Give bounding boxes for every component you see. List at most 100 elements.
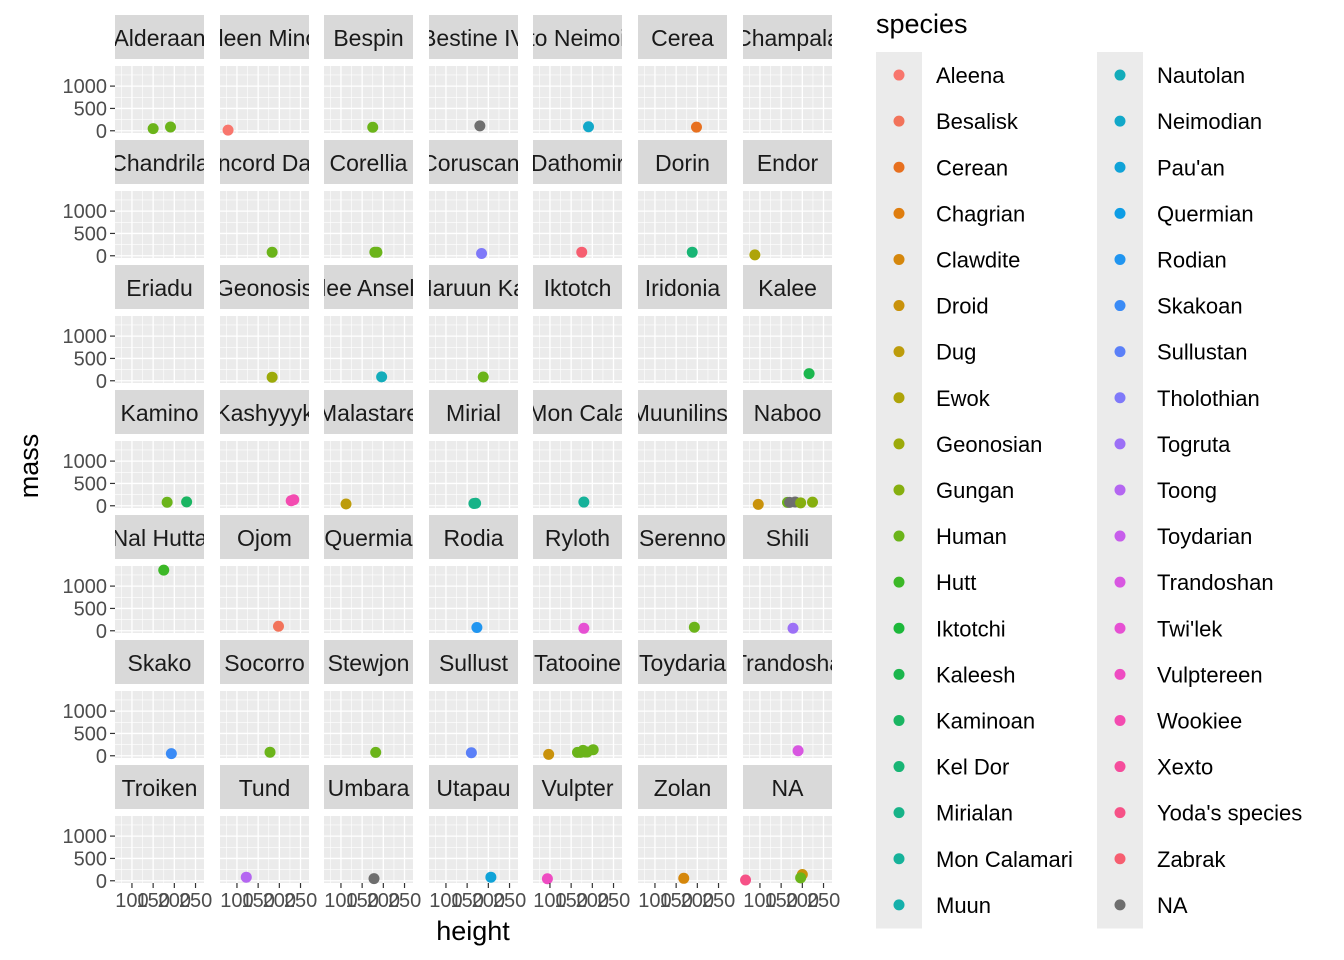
panel-background <box>220 566 309 633</box>
facet-panel: Geonosis <box>220 265 309 383</box>
data-point <box>465 747 477 759</box>
data-point <box>795 497 807 509</box>
legend-swatch <box>893 899 905 911</box>
facet-panel: Shili <box>743 515 832 634</box>
panel-background <box>533 441 622 508</box>
legend-item: Twi'lek <box>1097 605 1223 652</box>
panel-background <box>115 441 204 508</box>
species-legend: species Aleena Besalisk Cerean Chagrian Claw… <box>876 9 1302 929</box>
facet-strip <box>220 265 309 309</box>
data-point <box>165 121 177 133</box>
facet-panel: Naboo <box>743 390 832 510</box>
legend-item: Quermian <box>1097 190 1254 237</box>
legend-swatch <box>1114 300 1126 312</box>
x-tick-label: 150 <box>764 890 797 912</box>
panel-background <box>533 316 622 383</box>
gridlines <box>533 66 622 133</box>
facet-strip <box>324 765 413 809</box>
legend-swatch <box>1114 761 1126 773</box>
legend-label: Human <box>936 524 1007 549</box>
data-point <box>686 246 698 258</box>
legend-swatch <box>1114 576 1126 588</box>
legend-swatch <box>1114 899 1126 911</box>
panel-background <box>429 566 518 633</box>
legend-label: Gungan <box>936 478 1014 503</box>
legend-item: Sullustan <box>1097 328 1248 376</box>
panel-background <box>743 66 832 133</box>
data-point <box>803 368 815 380</box>
panel-background <box>115 691 204 758</box>
facet-label: Muunilinst <box>631 400 735 426</box>
panel-background <box>429 691 518 758</box>
panel-background <box>533 66 622 133</box>
x-axis-title: height <box>436 916 510 946</box>
legend-label: Trandoshan <box>1157 570 1274 595</box>
y-tick-label: 1000 <box>63 326 108 348</box>
legend-item: Toydarian <box>1097 513 1252 560</box>
facet-strip <box>324 640 413 684</box>
legend-label: Sullustan <box>1157 340 1248 365</box>
gridlines <box>429 66 518 133</box>
legend-label: Clawdite <box>936 247 1020 272</box>
x-tick-label: 200 <box>158 890 191 912</box>
gridlines <box>743 691 832 758</box>
y-tick-label: 0 <box>96 621 107 643</box>
y-tick-label: 500 <box>74 473 107 495</box>
facet-strip <box>115 515 204 559</box>
gridlines <box>533 691 622 758</box>
panel-background <box>429 316 518 383</box>
facet-panel: Tund <box>220 765 309 883</box>
legend-item: Kaleesh <box>876 651 1016 698</box>
facet-panel: Quermia <box>324 515 413 633</box>
data-point <box>578 496 590 508</box>
facet-strip <box>115 390 204 434</box>
legend-swatch <box>893 253 905 265</box>
legend-swatch <box>1114 161 1126 173</box>
legend-swatch <box>1114 668 1126 680</box>
x-tick-label: 100 <box>115 890 148 912</box>
facet-strip <box>429 265 518 309</box>
legend-swatch <box>1114 115 1126 127</box>
facet-panel: Stewjon <box>324 640 413 758</box>
facet-panel: Tatooine <box>533 640 622 760</box>
facet-panel: Bespin <box>324 15 413 133</box>
y-tick-label: 1000 <box>63 701 108 723</box>
legend-item: Neimodian <box>1097 98 1262 145</box>
data-point <box>240 871 252 883</box>
facet-label: Troiken <box>122 775 198 801</box>
facet-strip <box>533 515 622 559</box>
panel-background <box>638 316 727 383</box>
legend-swatch <box>893 392 905 404</box>
data-point <box>266 371 278 383</box>
gridlines <box>638 566 727 633</box>
facet-label: Endor <box>757 150 819 176</box>
legend-item: Kel Dor <box>876 743 1009 791</box>
data-point <box>587 744 599 756</box>
facet-strip <box>220 765 309 809</box>
legend-swatch <box>893 161 905 173</box>
x-tick-label: 200 <box>786 890 819 912</box>
facet-strip <box>115 15 204 59</box>
facet-label: Bestine IV <box>421 25 526 51</box>
x-tick-label: 100 <box>220 890 253 912</box>
facet-label: NA <box>772 775 805 801</box>
x-tick-label: 200 <box>367 890 400 912</box>
facet-label: Cerea <box>651 25 714 51</box>
facet-strip <box>638 515 727 559</box>
gridlines <box>324 816 413 883</box>
y-tick-label: 0 <box>96 121 107 143</box>
facet-panel: Troiken <box>115 765 204 883</box>
panel-background <box>533 816 622 883</box>
facet-panel: Eriadu <box>115 265 204 383</box>
facet-panel: Cerea <box>638 15 727 133</box>
gridlines <box>429 816 518 883</box>
legend-swatch <box>1114 484 1126 496</box>
panel-background <box>220 316 309 383</box>
y-tick-label: 1000 <box>63 576 108 598</box>
legend-label: Dug <box>936 340 976 365</box>
y-tick-label: 1000 <box>63 451 108 473</box>
facet-panel: Zolan <box>638 765 727 884</box>
facet-label: Utapau <box>436 775 510 801</box>
gridlines <box>429 316 518 383</box>
